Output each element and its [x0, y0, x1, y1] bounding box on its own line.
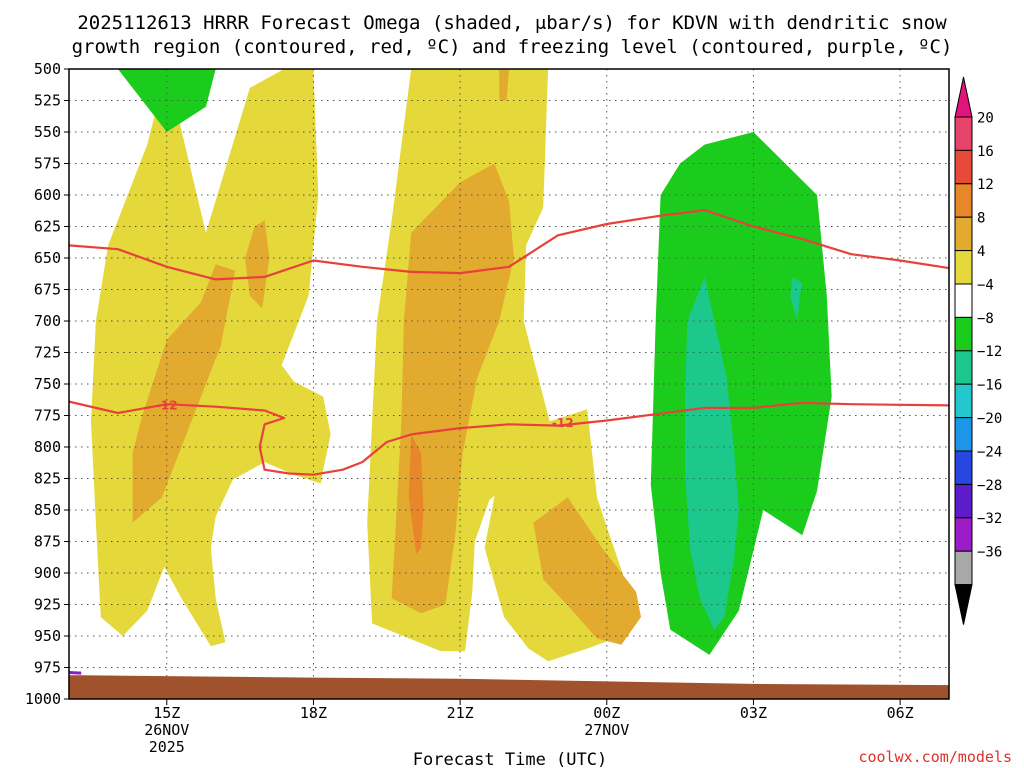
- y-tick-label-3: 575: [34, 155, 61, 173]
- y-tick-label-9: 725: [34, 344, 61, 362]
- y-tick-label-10: 750: [34, 375, 61, 393]
- y-tick-label-15: 875: [34, 533, 61, 551]
- x-tick-date-0: 26NOV: [144, 721, 189, 739]
- colorbar-swatch-6: [954, 316, 973, 352]
- colorbar-label-0: 20: [977, 110, 994, 126]
- plot-area: -12 -12: [69, 69, 949, 699]
- colorbar: 20 16 12 8 4 −4 −8 −12 −16 −20 −24 −28 −32 −36: [954, 76, 1002, 625]
- dgz-contour-label-1: -12: [552, 416, 574, 430]
- y-tick-label-4: 600: [34, 186, 61, 204]
- freezing-level-contour: [69, 671, 82, 675]
- colorbar-label-8: −16: [977, 378, 1002, 394]
- surface-fill: [69, 675, 949, 699]
- omega-region-12: [790, 276, 803, 321]
- x-tick-label-3: 00Z: [593, 704, 620, 722]
- y-tick-label-6: 650: [34, 249, 61, 267]
- colorbar-swatch-8: [954, 383, 973, 419]
- colorbar-label-5: −4: [977, 277, 994, 293]
- x-tick-label-4: 03Z: [740, 704, 767, 722]
- omega-region-7: [533, 497, 641, 645]
- dgz-contour-label-0: -12: [156, 398, 178, 412]
- x-tick-label-5: 06Z: [887, 704, 914, 722]
- x-tick-date-3: 27NOV: [584, 721, 629, 739]
- x-tick-label-2: 21Z: [447, 704, 474, 722]
- colorbar-label-4: 4: [977, 244, 985, 260]
- colorbar-swatch-13: [954, 550, 973, 586]
- surface-terrain: [69, 671, 949, 699]
- colorbar-label-12: −32: [977, 511, 1002, 527]
- y-tick-label-13: 825: [34, 470, 61, 488]
- colorbar-label-7: −12: [977, 344, 1002, 360]
- dgz-contour-1: [69, 400, 949, 476]
- x-tick-label-0: 15Z: [153, 704, 180, 722]
- y-axis: 500 525 550 575 600 625 650 675 700 725 750 775 800 8…: [25, 60, 69, 708]
- colorbar-bottom-cap: [954, 584, 973, 625]
- y-tick-label-12: 800: [34, 438, 61, 456]
- y-tick-label-14: 850: [34, 501, 61, 519]
- colorbar-swatch-10: [954, 450, 973, 485]
- colorbar-label-6: −8: [977, 311, 994, 327]
- colorbar-swatch-12: [954, 517, 973, 552]
- y-tick-label-2: 550: [34, 123, 61, 141]
- colorbar-swatch-0: [954, 116, 973, 151]
- colorbar-swatch-4: [954, 250, 973, 285]
- y-tick-label-7: 675: [34, 281, 61, 299]
- omega-region-8: [408, 434, 424, 555]
- colorbar-swatch-5: [954, 283, 973, 318]
- y-tick-label-18: 950: [34, 627, 61, 645]
- y-tick-label-19: 975: [34, 659, 61, 677]
- colorbar-label-13: −36: [977, 545, 1002, 561]
- chart-title-line2: growth region (contoured, red, ºC) and f…: [72, 36, 953, 58]
- omega-region-11: [685, 276, 739, 630]
- colorbar-label-11: −28: [977, 478, 1002, 494]
- colorbar-swatch-1: [954, 149, 973, 185]
- y-tick-label-1: 525: [34, 92, 61, 110]
- y-tick-label-11: 775: [34, 407, 61, 425]
- omega-shading: [91, 69, 832, 662]
- colorbar-swatch-3: [954, 216, 973, 252]
- colorbar-swatch-11: [954, 483, 973, 519]
- omega-region-5: [499, 69, 509, 101]
- colorbar-label-1: 16: [977, 144, 994, 160]
- colorbar-label-3: 8: [977, 211, 985, 227]
- y-tick-label-5: 625: [34, 218, 61, 236]
- omega-region-4: [245, 220, 270, 309]
- grid-lines: [69, 69, 949, 699]
- colorbar-label-9: −20: [977, 411, 1002, 427]
- colorbar-swatch-2: [954, 183, 973, 218]
- colorbar-swatch-9: [954, 417, 973, 452]
- chart-title-line1: 2025112613 HRRR Forecast Omega (shaded, …: [77, 12, 947, 34]
- x-tick-year-0: 2025: [149, 738, 185, 756]
- colorbar-swatch-7: [954, 350, 973, 385]
- x-axis-label: Forecast Time (UTC): [413, 750, 607, 768]
- dgz-contours: -12 -12: [69, 209, 949, 476]
- colorbar-label-10: −24: [977, 444, 1002, 460]
- y-tick-label-20: 1000: [25, 690, 61, 708]
- y-tick-label-17: 925: [34, 596, 61, 614]
- y-tick-label-8: 700: [34, 312, 61, 330]
- dgz-contour-0: [69, 209, 949, 281]
- colorbar-label-2: 12: [977, 177, 994, 193]
- credit-text: coolwx.com/models: [858, 748, 1012, 766]
- x-tick-label-1: 18Z: [300, 704, 327, 722]
- omega-region-3: [132, 264, 236, 523]
- y-tick-label-0: 500: [34, 60, 61, 78]
- y-tick-label-16: 900: [34, 564, 61, 582]
